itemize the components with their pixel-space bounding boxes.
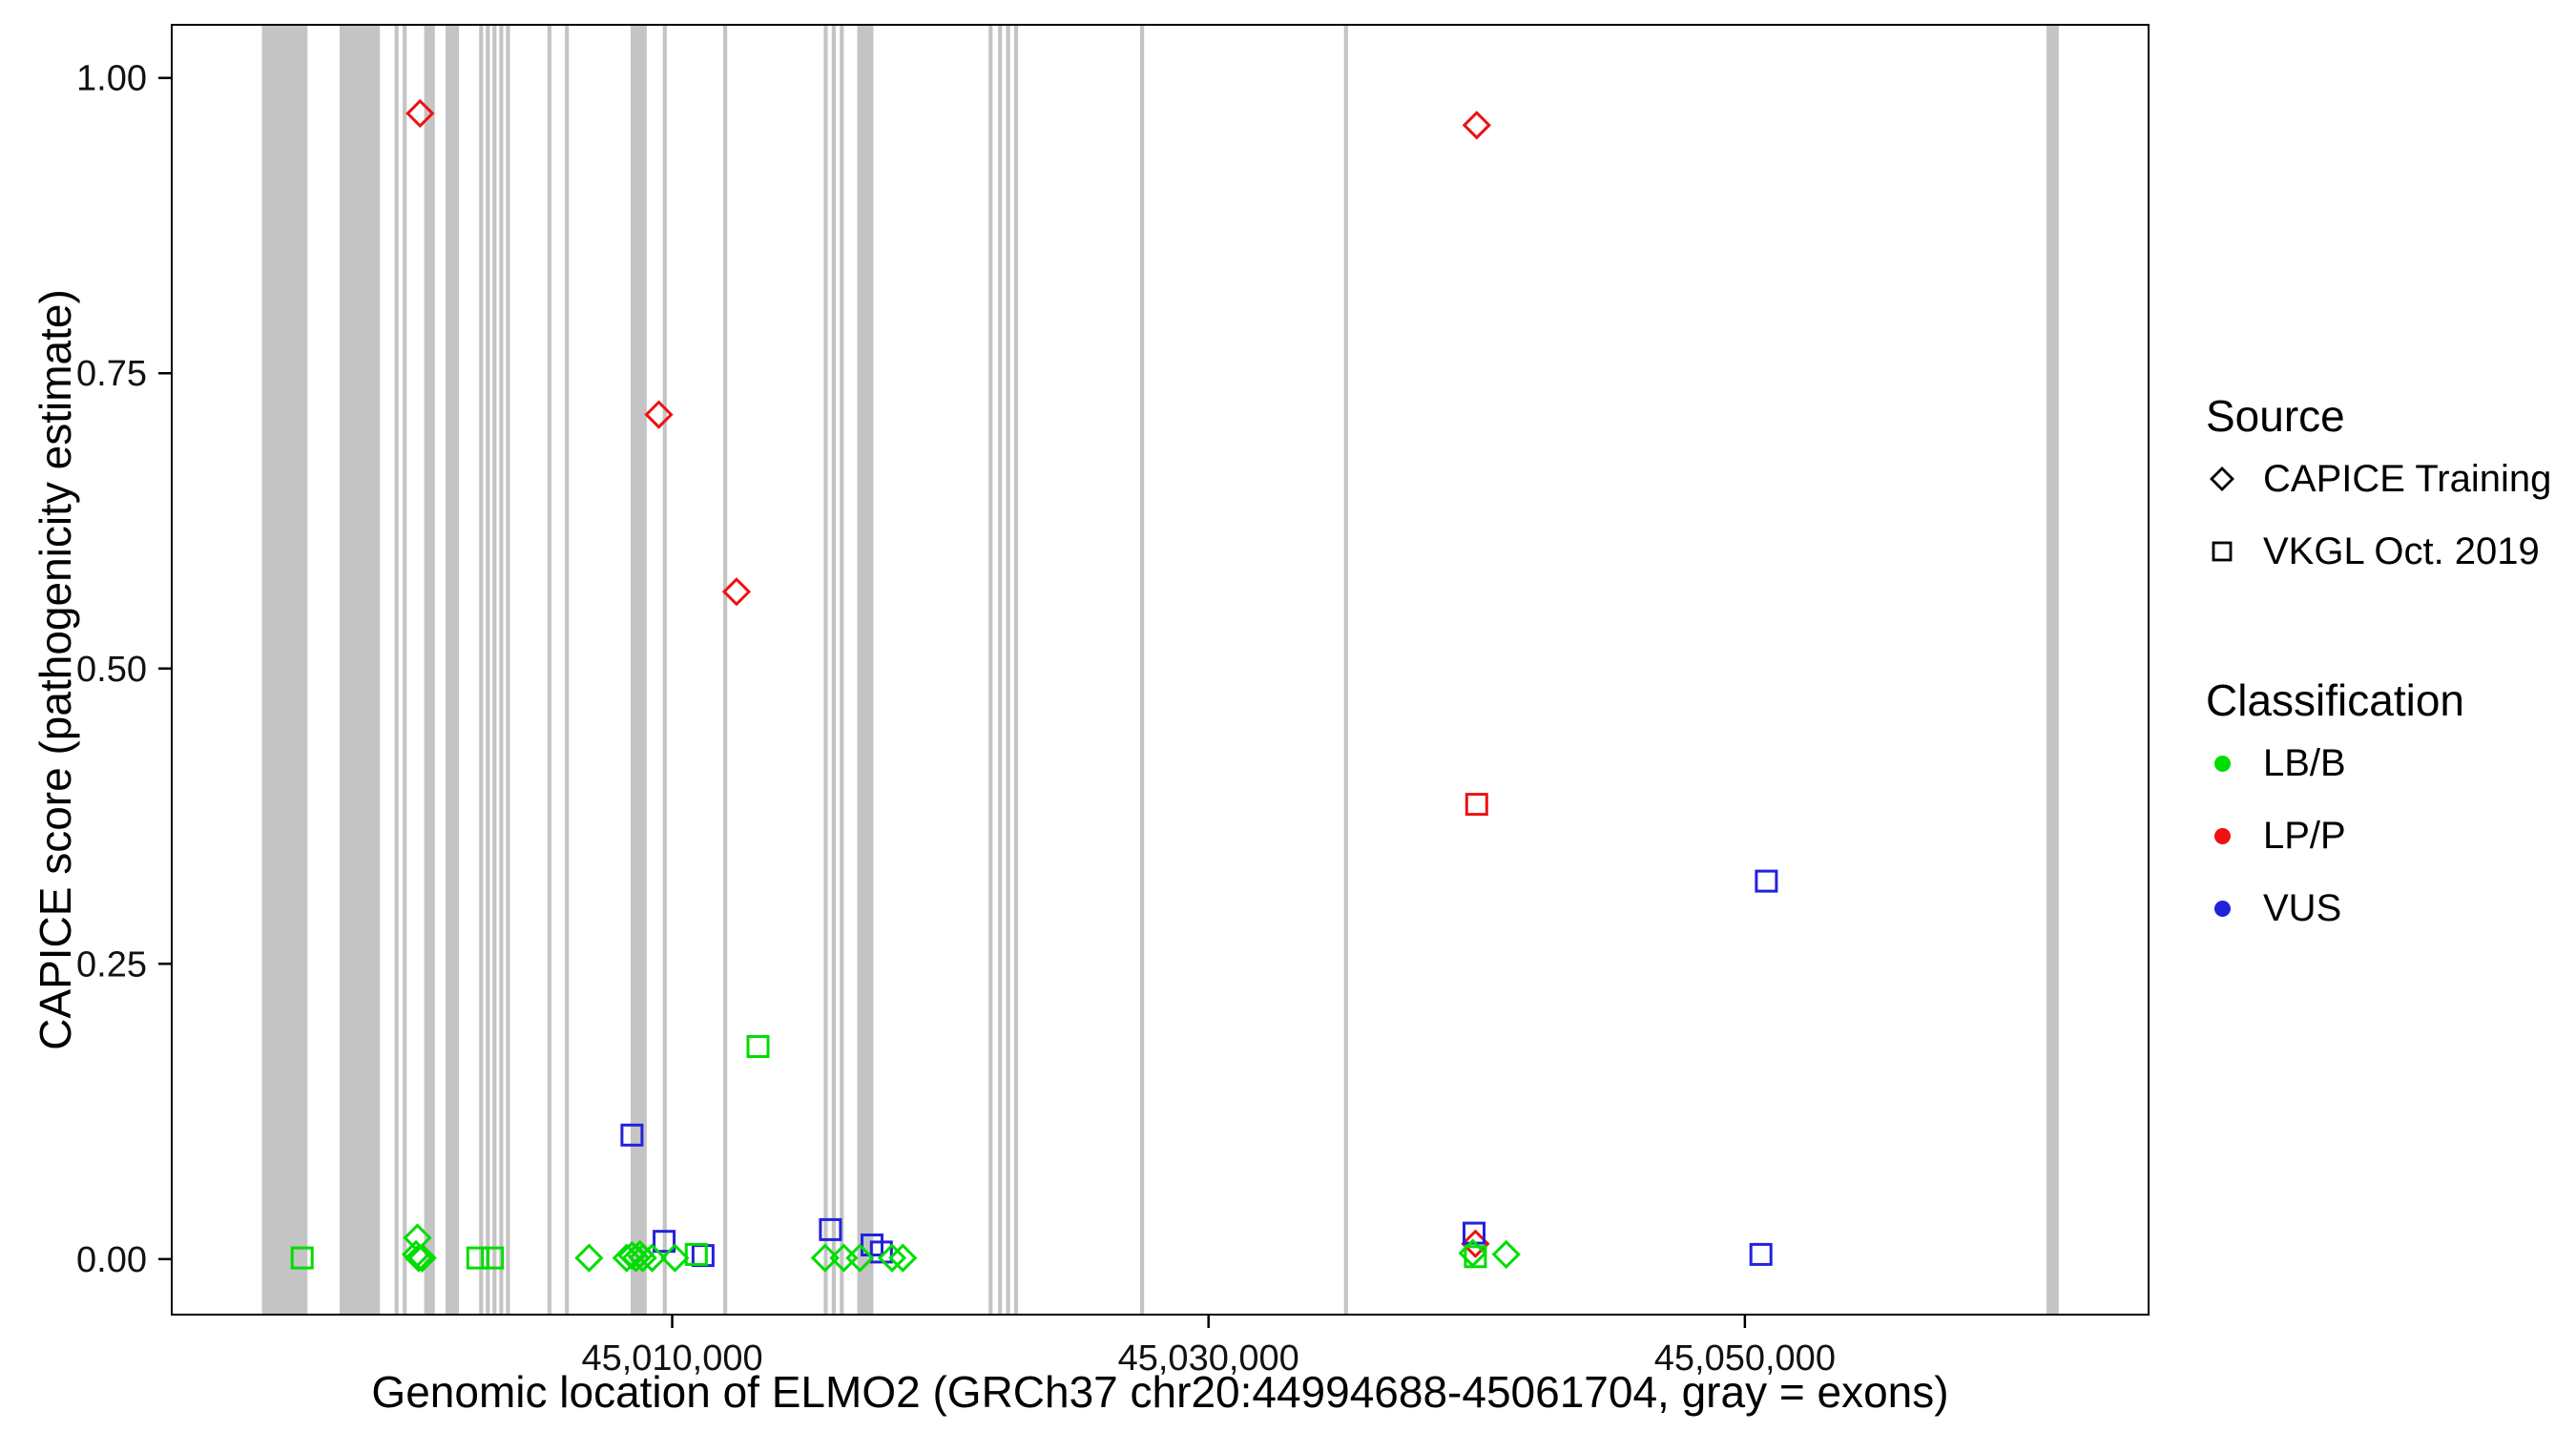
data-point-diamond xyxy=(405,98,435,129)
exon-region xyxy=(506,25,510,1315)
exon-region xyxy=(631,25,647,1315)
legend-item-vus: VUS xyxy=(2206,872,2551,944)
exon-region xyxy=(492,25,497,1315)
data-point-diamond xyxy=(721,577,752,607)
legend-item-lbb: LB/B xyxy=(2206,727,2551,799)
red-dot-icon xyxy=(2214,827,2231,844)
diamond-icon xyxy=(2210,467,2234,491)
data-point-square xyxy=(1749,1242,1773,1266)
exon-region xyxy=(261,25,308,1315)
legend-item-capice-training: CAPICE Training xyxy=(2206,443,2551,515)
x-tick-label: 45,030,000 xyxy=(1118,1338,1299,1379)
data-point-diamond xyxy=(877,1243,907,1273)
legend: Source CAPICE Training VKGL Oct. 2019 Cl… xyxy=(2206,389,2551,944)
legend-item-label: VUS xyxy=(2263,886,2342,929)
legend-item-label: CAPICE Training xyxy=(2263,457,2552,500)
legend-spacer xyxy=(2206,588,2551,674)
exon-region xyxy=(446,25,460,1315)
exon-region xyxy=(403,25,407,1315)
exon-region xyxy=(547,25,551,1315)
data-point-diamond xyxy=(574,1243,604,1273)
data-point-diamond xyxy=(644,400,674,429)
data-point-square xyxy=(869,1240,893,1264)
data-point-diamond xyxy=(1458,1238,1487,1268)
data-point-square xyxy=(746,1035,770,1058)
y-tick-label: 1.00 xyxy=(76,59,147,99)
exon-region xyxy=(831,25,836,1315)
x-axis-title: Genomic location of ELMO2 (GRCh37 chr20:… xyxy=(371,1367,1949,1417)
exon-region xyxy=(1343,25,1348,1315)
x-tick-label: 45,050,000 xyxy=(1654,1338,1836,1379)
exon-region xyxy=(988,25,993,1315)
data-point-square xyxy=(684,1242,708,1266)
exon-region xyxy=(662,25,667,1315)
exon-region xyxy=(424,25,435,1315)
data-point-diamond xyxy=(888,1243,918,1273)
exon-region xyxy=(499,25,504,1315)
data-point-diamond xyxy=(637,1243,667,1273)
legend-item-label: LP/P xyxy=(2263,814,2346,857)
exon-region xyxy=(479,25,484,1315)
exon-region xyxy=(1013,25,1019,1315)
y-axis-title: CAPICE score (pathogenicity estimate) xyxy=(31,289,80,1050)
y-tick-label: 0.75 xyxy=(76,354,147,394)
data-point-square xyxy=(466,1246,489,1270)
panel-border xyxy=(171,24,2150,1316)
y-tick-label: 0.00 xyxy=(76,1240,147,1280)
square-icon xyxy=(2212,541,2233,562)
legend-source-title: Source xyxy=(2206,391,2345,441)
data-point-diamond xyxy=(810,1243,840,1273)
legend-item-label: LB/B xyxy=(2263,741,2346,784)
exon-region xyxy=(857,25,874,1315)
data-point-square xyxy=(819,1217,842,1241)
exon-region xyxy=(394,25,399,1315)
exon-region xyxy=(486,25,490,1315)
exon-region xyxy=(723,25,728,1315)
y-tick-label: 0.50 xyxy=(76,650,147,690)
data-point-square xyxy=(691,1244,715,1268)
data-point-diamond xyxy=(1462,111,1491,140)
data-point-square xyxy=(481,1246,505,1270)
y-tick-label: 0.25 xyxy=(76,944,147,985)
exon-region xyxy=(840,25,844,1315)
exon-region xyxy=(2046,25,2059,1315)
data-point-diamond xyxy=(845,1243,875,1273)
green-dot-icon xyxy=(2214,755,2231,772)
x-tick-label: 45,010,000 xyxy=(581,1338,762,1379)
data-point-square xyxy=(653,1230,676,1254)
legend-classification-title: Classification xyxy=(2206,675,2464,725)
exon-region xyxy=(340,25,381,1315)
data-point-diamond xyxy=(407,1243,437,1273)
data-point-square xyxy=(620,1123,644,1147)
data-point-diamond xyxy=(1491,1239,1521,1270)
legend-item-lpp: LP/P xyxy=(2206,799,2551,872)
data-point-diamond xyxy=(628,1243,657,1273)
data-point-square xyxy=(1465,793,1488,817)
data-point-square xyxy=(1755,869,1778,893)
exon-region xyxy=(1006,25,1010,1315)
blue-dot-icon xyxy=(2214,900,2231,917)
exon-region xyxy=(998,25,1003,1315)
data-point-diamond xyxy=(404,1243,434,1273)
data-point-square xyxy=(290,1246,314,1270)
legend-item-label: VKGL Oct. 2019 xyxy=(2263,529,2540,572)
exon-region xyxy=(1140,25,1145,1315)
data-point-diamond xyxy=(660,1243,690,1273)
exon-region xyxy=(565,25,570,1315)
exon-region xyxy=(823,25,828,1315)
legend-item-vkgl: VKGL Oct. 2019 xyxy=(2206,515,2551,588)
